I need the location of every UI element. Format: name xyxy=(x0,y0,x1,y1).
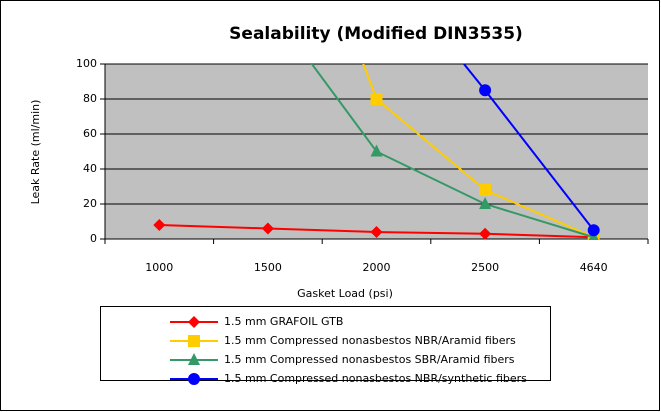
legend-marker xyxy=(188,353,200,365)
marker xyxy=(479,197,492,209)
x-axis-label: Gasket Load (psi) xyxy=(297,287,393,300)
x-tick-label: 2500 xyxy=(471,261,499,274)
y-axis-label: Leak Rate (ml/min) xyxy=(29,100,42,205)
marker xyxy=(261,222,274,235)
marker xyxy=(370,144,383,157)
y-tick-label: 20 xyxy=(83,197,97,210)
legend-label: 1.5 mm Compressed nonasbestos NBR/Aramid… xyxy=(224,334,516,347)
x-tick-label: 4640 xyxy=(580,261,608,274)
marker xyxy=(479,227,492,240)
x-tick-label: 2000 xyxy=(363,261,391,274)
series-line xyxy=(310,64,594,239)
y-tick-label: 0 xyxy=(90,232,97,245)
legend-marker xyxy=(188,373,200,385)
marker xyxy=(370,93,383,105)
series-line xyxy=(362,64,595,239)
legend-label: 1.5 mm Compressed nonasbestos NBR/synthe… xyxy=(224,372,527,385)
legend-label: 1.5 mm GRAFOIL GTB xyxy=(224,315,343,328)
marker xyxy=(153,219,166,231)
chart-title: Sealability (Modified DIN3535) xyxy=(229,24,523,44)
marker xyxy=(479,84,492,97)
y-tick-label: 100 xyxy=(76,57,97,70)
legend-box xyxy=(100,306,551,381)
plot-series xyxy=(153,64,600,240)
y-tick-label: 60 xyxy=(83,127,97,140)
marker xyxy=(479,184,492,196)
x-tick-label: 1500 xyxy=(254,261,282,274)
y-tick-label: 40 xyxy=(83,162,97,175)
legend-marker xyxy=(188,316,200,328)
x-tick-label: 1000 xyxy=(145,261,173,274)
marker xyxy=(370,226,383,238)
legend-label: 1.5 mm Compressed nonasbestos SBR/Aramid… xyxy=(224,353,515,366)
marker xyxy=(587,224,600,237)
legend-marker xyxy=(188,335,200,347)
y-tick-label: 80 xyxy=(83,92,97,105)
